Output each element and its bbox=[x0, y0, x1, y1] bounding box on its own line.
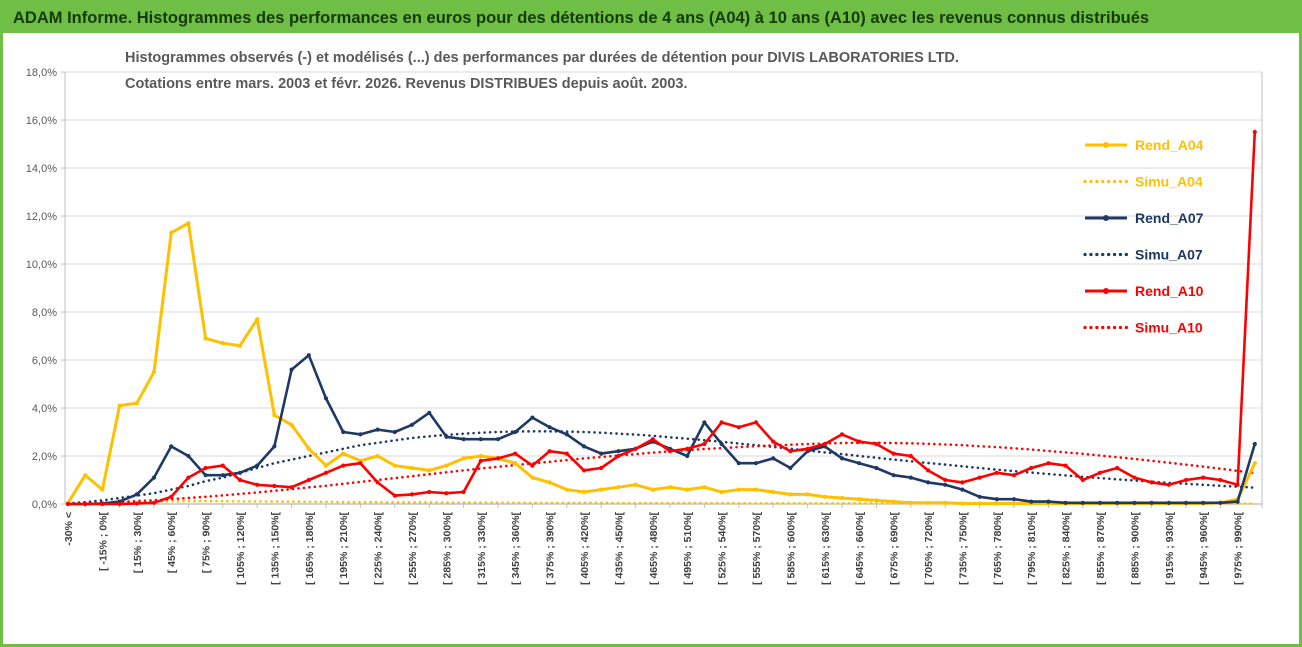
x-axis-tick-label: [ 375% ; 390%[ bbox=[545, 511, 557, 584]
x-axis-tick-label: [ 705% ; 720%[ bbox=[923, 511, 935, 584]
y-axis-tick-label: 8,0% bbox=[32, 307, 57, 319]
legend-label: Rend_A04 bbox=[1135, 137, 1204, 153]
x-axis-tick-label: [ 645% ; 660%[ bbox=[854, 511, 866, 584]
x-axis-tick-label: [ 75% ; 90%[ bbox=[201, 512, 213, 574]
x-axis-tick-label: [ 765% ; 780%[ bbox=[992, 511, 1004, 584]
x-axis-tick-label: [ 15% ; 30%[ bbox=[132, 512, 144, 574]
x-axis-tick-label: [ 585% ; 600%[ bbox=[785, 511, 797, 584]
y-axis-tick-label: 6,0% bbox=[32, 355, 57, 367]
x-axis-tick-label: [ 975% ; 990%[ bbox=[1233, 511, 1245, 584]
legend-entry-Simu_A04: Simu_A04 bbox=[1083, 174, 1203, 190]
report-title: ADAM Informe. Histogrammes des performan… bbox=[13, 8, 1150, 27]
x-axis-tick-label: [ 735% ; 750%[ bbox=[957, 511, 969, 584]
series-markers-Rend_A10 bbox=[65, 129, 1257, 507]
y-axis-tick-label: 0,0% bbox=[32, 499, 57, 511]
series-line-Simu_A10 bbox=[66, 441, 1257, 506]
chart-title-line-1: Histogrammes observés (-) et modélisés (… bbox=[125, 50, 959, 66]
performance-histogram-chart: 0,0% 2,0% 4,0% 6,0% 8,0% 10,0% 12,0% 14,0% 16,0%… bbox=[26, 67, 1263, 585]
x-axis-tick-label: [ 195% ; 210%[ bbox=[338, 511, 350, 584]
series-markers-Rend_A07 bbox=[65, 353, 1257, 507]
legend-label: Simu_A07 bbox=[1135, 247, 1203, 263]
x-axis-tick-label: [ 165% ; 180%[ bbox=[304, 511, 316, 584]
series-line-Simu_A07 bbox=[66, 429, 1257, 505]
x-axis-tick-label: [ 795% ; 810%[ bbox=[1026, 511, 1038, 584]
x-axis-tick-label: [ 345% ; 360%[ bbox=[510, 511, 522, 584]
x-axis-tick-label: [ 405% ; 420%[ bbox=[579, 511, 591, 584]
series-line-Rend_A04 bbox=[66, 221, 1257, 505]
x-axis-tick-label: [ 225% ; 240%[ bbox=[373, 511, 385, 584]
x-axis-tick-label: [ 555% ; 570%[ bbox=[751, 511, 763, 584]
chart-title: Histogrammes observés (-) et modélisés (… bbox=[125, 45, 959, 97]
report-titlebar: ADAM Informe. Histogrammes des performan… bbox=[3, 3, 1299, 33]
y-axis-tick-label: 18,0% bbox=[26, 67, 57, 79]
legend-entry-Rend_A04: Rend_A04 bbox=[1085, 137, 1204, 153]
y-axis-tick-label: 16,0% bbox=[26, 115, 57, 127]
x-axis-tick-label: [ 525% ; 540%[ bbox=[717, 511, 729, 584]
y-axis-tick-label: 14,0% bbox=[26, 163, 57, 175]
y-axis-tick-label: 12,0% bbox=[26, 211, 57, 223]
x-axis-tick-label: [ 945% ; 960%[ bbox=[1198, 511, 1210, 584]
x-axis-tick-label: [ 105% ; 120%[ bbox=[235, 511, 247, 584]
x-axis-tick-label: [ 855% ; 870%[ bbox=[1095, 511, 1107, 584]
x-axis-tick-label: [ 435% ; 450%[ bbox=[613, 511, 625, 584]
x-axis-tick-label: [ 675% ; 690%[ bbox=[889, 511, 901, 584]
legend-label: Simu_A10 bbox=[1135, 320, 1203, 336]
x-axis-tick-label: [ 135% ; 150%[ bbox=[269, 511, 281, 584]
chart-area: Histogrammes observés (-) et modélisés (… bbox=[3, 33, 1299, 644]
x-axis-tick-label: [ 915% ; 930%[ bbox=[1164, 511, 1176, 584]
legend-label: Simu_A04 bbox=[1135, 174, 1203, 190]
x-axis-tick-label: [ -15% ; 0%[ bbox=[97, 512, 109, 571]
x-axis-tick-label: [ 495% ; 510%[ bbox=[682, 511, 694, 584]
x-axis-tick-label: [ 825% ; 840%[ bbox=[1061, 511, 1073, 584]
chart-title-line-2: Cotations entre mars. 2003 et févr. 2026… bbox=[125, 76, 688, 92]
series-markers-Rend_A04 bbox=[65, 221, 1257, 506]
legend-label: Rend_A07 bbox=[1135, 210, 1204, 226]
legend-label: Rend_A10 bbox=[1135, 283, 1204, 299]
x-axis-tick-label: -30% < bbox=[63, 512, 75, 546]
x-axis-tick-label: [ 255% ; 270%[ bbox=[407, 511, 419, 584]
legend-entry-Simu_A10: Simu_A10 bbox=[1083, 320, 1203, 336]
x-axis-tick-label: [ 315% ; 330%[ bbox=[476, 511, 488, 584]
y-axis-tick-label: 2,0% bbox=[32, 451, 57, 463]
x-axis-tick-label: [ 465% ; 480%[ bbox=[648, 511, 660, 584]
y-axis-tick-label: 4,0% bbox=[32, 403, 57, 415]
legend-entry-Rend_A07: Rend_A07 bbox=[1085, 210, 1204, 226]
chart-legend: Rend_A04 Simu_A04 Rend_A07 Simu_A07 Rend_A10… bbox=[1083, 137, 1204, 336]
series-line-Rend_A10 bbox=[68, 131, 1257, 506]
legend-entry-Rend_A10: Rend_A10 bbox=[1085, 283, 1204, 299]
x-axis-tick-label: [ 285% ; 300%[ bbox=[441, 511, 453, 584]
y-axis-tick-label: 10,0% bbox=[26, 259, 57, 271]
x-axis-tick-label: [ 885% ; 900%[ bbox=[1129, 511, 1141, 584]
legend-entry-Simu_A07: Simu_A07 bbox=[1083, 247, 1203, 263]
x-axis-tick-label: [ 615% ; 630%[ bbox=[820, 511, 832, 584]
x-axis-tick-label: [ 45% ; 60%[ bbox=[166, 512, 178, 574]
